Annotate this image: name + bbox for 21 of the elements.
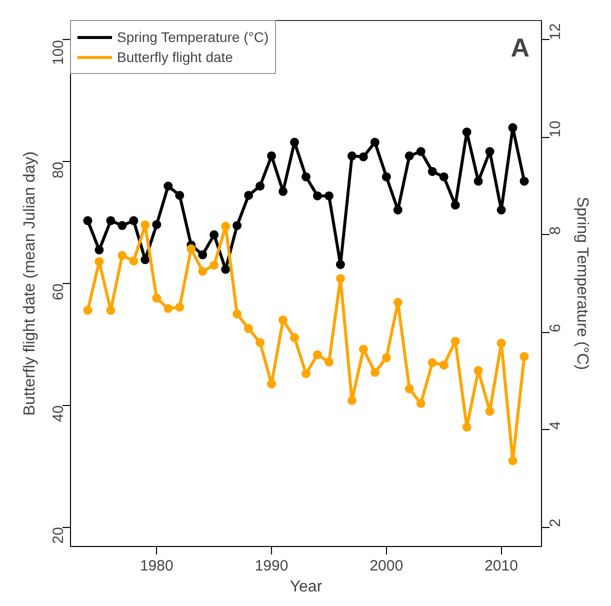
legend-label: Spring Temperature (°C) [117,29,269,45]
x-tick-label: 1990 [254,558,288,574]
x-tick-label: 2000 [370,558,404,574]
y2-axis-title: Spring Temperature (°C) [574,196,590,370]
y2-tick-label: 8 [547,226,564,235]
y-tick-label: 100 [50,40,67,66]
y-tick-label: 60 [50,283,67,300]
x-tick-label: 1980 [140,558,174,574]
annotation: A [510,32,530,62]
y-tick-label: 40 [50,405,67,422]
y2-tick-label: 12 [547,23,564,40]
legend-label: Butterfly flight date [117,49,233,65]
x-tick-label: 2010 [484,558,518,574]
y2-tick-label: 2 [547,518,564,528]
y-tick-label: 80 [50,162,67,178]
x-axis-title: Year [290,578,323,596]
y2-tick-label: 4 [547,421,564,430]
y-tick-label: 20 [50,527,67,544]
y2-tick-label: 10 [547,120,564,138]
y-axis-title: Butterfly flight date (mean Julian day) [22,151,38,416]
y2-tick-label: 6 [547,324,564,332]
